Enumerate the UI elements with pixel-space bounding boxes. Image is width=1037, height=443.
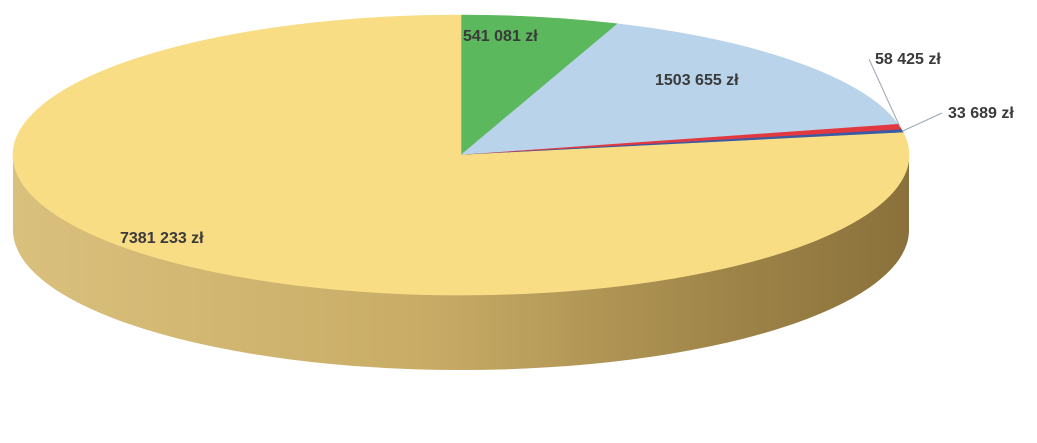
data-label-2: 58 425 zł [875,51,941,68]
leader-line-3 [902,112,943,132]
pie-side-wall [13,155,909,370]
pie-slices [12,14,910,296]
data-labels: 541 081 zł 1503 655 zł 58 425 zł 33 689 zł 7… [120,28,1014,247]
leader-line-2 [868,58,901,128]
data-label-3: 33 689 zł [948,105,1014,122]
data-label-0: 541 081 zł [463,28,538,45]
data-label-4: 7381 233 zł [120,230,204,247]
pie-slice-4 [12,14,910,296]
pie-slice-1 [460,23,899,156]
pie-slice-0 [460,14,619,156]
data-label-1: 1503 655 zł [655,72,739,89]
leader-lines [868,58,943,132]
pie-depth-wall [13,155,909,370]
